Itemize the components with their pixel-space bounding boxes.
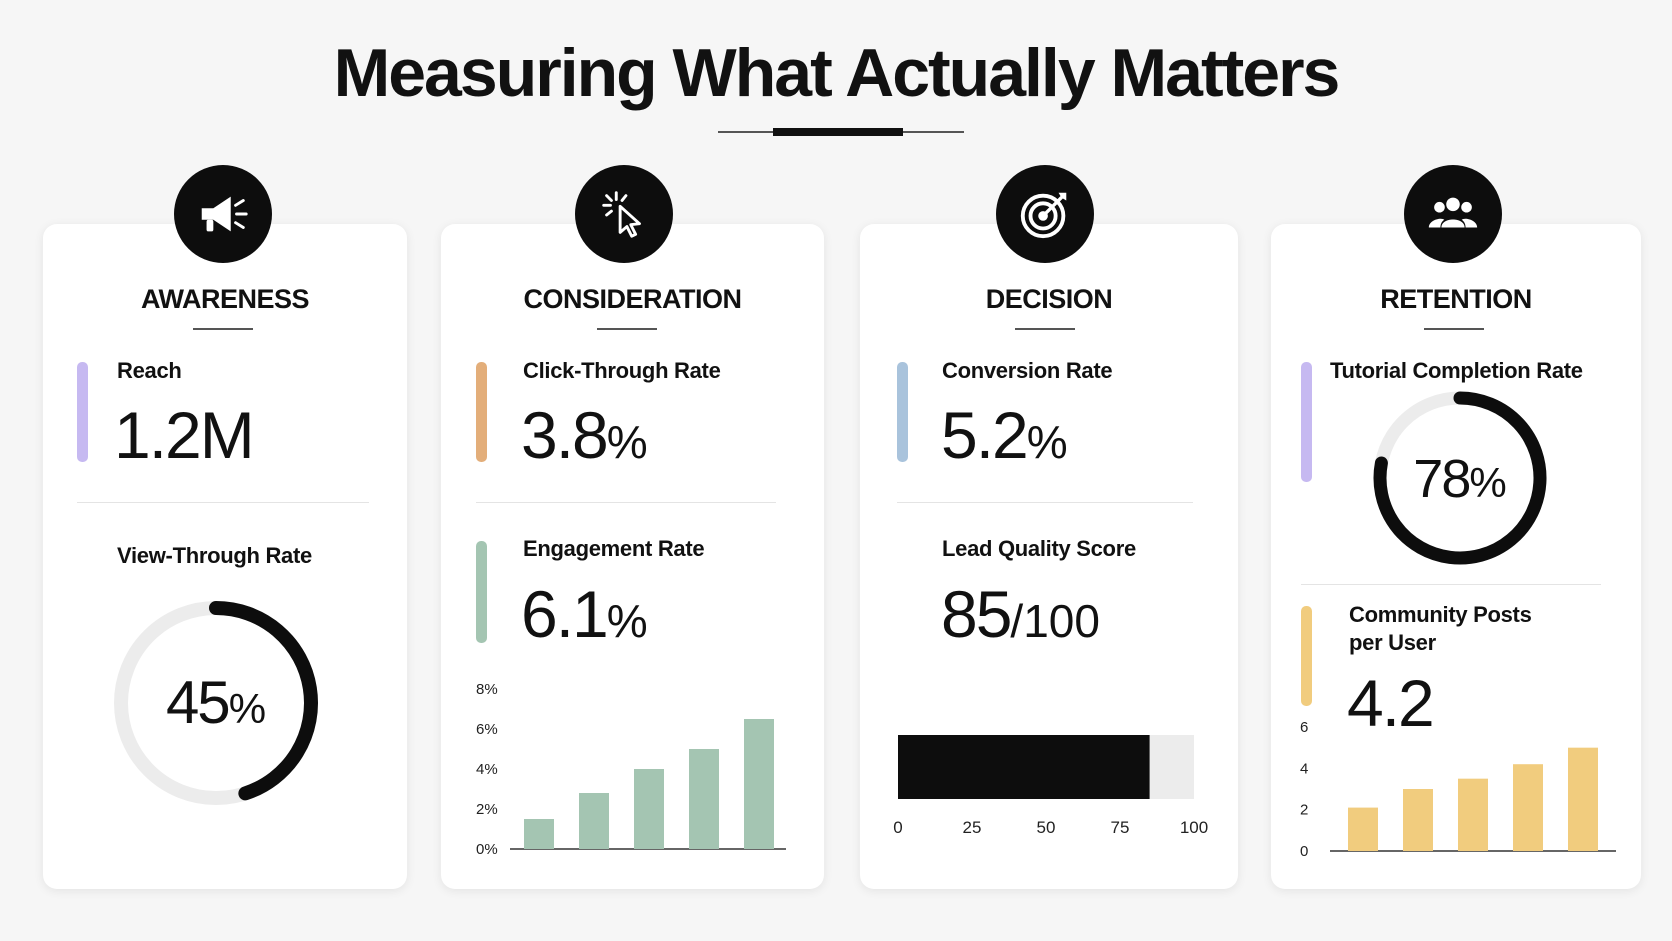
ctr-number: 3.8 (521, 398, 609, 472)
stage-title-consideration: CONSIDERATION (523, 284, 742, 314)
tutorial-label: Tutorial Completion Rate (1330, 358, 1583, 383)
tutorial-unit: % (1469, 459, 1507, 506)
tutorial-donut (1373, 391, 1547, 565)
stage-rule-consideration (597, 328, 657, 330)
awareness-divider (77, 502, 369, 503)
view-through-label: View-Through Rate (117, 543, 312, 568)
stage-title-awareness: AWARENESS (140, 284, 310, 314)
bar (1568, 747, 1598, 851)
view-through-value: 45% (106, 673, 326, 733)
title-underline-accent (773, 128, 903, 136)
bar (579, 793, 609, 849)
stage-rule-awareness (193, 328, 253, 330)
community-bar-chart: 0 2 4 6 (1300, 719, 1616, 860)
community-value: 4.2 (1347, 666, 1435, 740)
reach-value: 1.2M (114, 398, 255, 472)
y-tick-label: 0% (476, 841, 498, 858)
y-tick-label: 8% (476, 681, 498, 698)
users-icon (1404, 165, 1502, 263)
engagement-bar-chart: 0% 2% 4% 6% 8% (476, 681, 786, 858)
x-tick-label: 25 (963, 818, 982, 837)
y-tick-label: 6 (1300, 719, 1308, 736)
bar (689, 749, 719, 849)
engagement-accent-bar (476, 541, 487, 643)
engagement-unit: % (606, 595, 648, 647)
view-through-arc (209, 601, 318, 801)
engagement-value: 6.1% (521, 581, 648, 647)
view-through-unit: % (228, 685, 267, 732)
bar (1348, 807, 1378, 851)
community-label-line2: per User (1349, 630, 1436, 655)
lead-quality-number: 85 (941, 577, 1012, 651)
conversion-accent-bar (897, 362, 908, 462)
x-tick-label: 0 (893, 818, 902, 837)
conversion-value: 5.2% (941, 402, 1068, 468)
bar (1513, 764, 1543, 851)
tutorial-value: 78% (1365, 452, 1555, 506)
y-tick-label: 2% (476, 801, 498, 818)
y-tick-label: 2 (1300, 802, 1308, 819)
x-tick-label: 75 (1111, 818, 1130, 837)
y-tick-label: 6% (476, 721, 498, 738)
target-icon (996, 165, 1094, 263)
stage-rule-retention (1424, 328, 1484, 330)
page-title: Measuring What Actually Matters (333, 35, 1341, 111)
bar (1403, 789, 1433, 851)
x-tick-label: 50 (1037, 818, 1056, 837)
stage-title-retention: RETENTION (1380, 284, 1532, 314)
conversion-unit: % (1026, 416, 1068, 468)
cursor-click-icon (575, 165, 673, 263)
engagement-number: 6.1 (521, 577, 609, 651)
consideration-divider (476, 502, 776, 503)
reach-accent-bar (77, 362, 88, 462)
progress-fill (898, 735, 1150, 799)
decision-divider (897, 502, 1193, 503)
view-through-donut (114, 601, 318, 805)
lead-quality-label: Lead Quality Score (942, 536, 1136, 561)
x-tick-label: 100 (1180, 818, 1208, 837)
community-label-line1: Community Posts (1349, 602, 1532, 627)
bar (634, 769, 664, 849)
y-tick-label: 0 (1300, 843, 1308, 860)
bar (524, 819, 554, 849)
tutorial-arc (1373, 391, 1547, 565)
ctr-accent-bar (476, 362, 487, 462)
card-awareness (43, 224, 407, 889)
reach-label: Reach (117, 358, 182, 383)
ctr-value: 3.8% (521, 402, 648, 468)
tutorial-accent-bar (1301, 362, 1312, 482)
stage-title-decision: DECISION (985, 284, 1113, 314)
ctr-label: Click-Through Rate (523, 358, 721, 383)
tutorial-number: 78 (1413, 449, 1471, 509)
bar (1458, 778, 1488, 851)
engagement-label: Engagement Rate (523, 536, 705, 561)
lead-quality-progress: 0 25 50 75 100 (893, 735, 1208, 837)
y-tick-label: 4 (1300, 760, 1308, 777)
community-accent-bar (1301, 606, 1312, 706)
conversion-number: 5.2 (941, 398, 1029, 472)
y-tick-label: 4% (476, 761, 498, 778)
megaphone-icon (174, 165, 272, 263)
stage-rule-decision (1015, 328, 1075, 330)
conversion-label: Conversion Rate (942, 358, 1113, 383)
lead-quality-value: 85/100 (941, 581, 1100, 647)
bar (744, 719, 774, 849)
retention-divider (1301, 584, 1601, 585)
lead-quality-unit: /100 (1010, 595, 1100, 647)
ctr-unit: % (606, 416, 648, 468)
view-through-number: 45 (165, 669, 231, 736)
